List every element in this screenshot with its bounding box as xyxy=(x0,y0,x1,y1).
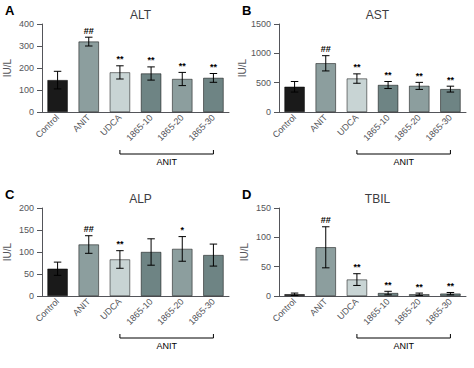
svg-text:1865-30: 1865-30 xyxy=(424,112,454,142)
svg-text:##: ## xyxy=(84,224,94,234)
svg-text:0: 0 xyxy=(29,291,34,301)
svg-text:Control: Control xyxy=(34,296,62,324)
svg-text:1865-10: 1865-10 xyxy=(361,296,391,326)
svg-text:TBIL: TBIL xyxy=(365,192,391,206)
svg-text:##: ## xyxy=(84,26,94,36)
svg-text:Control: Control xyxy=(271,112,299,140)
svg-text:1865-30: 1865-30 xyxy=(187,296,217,326)
svg-text:**: ** xyxy=(416,282,424,292)
svg-text:1865-10: 1865-10 xyxy=(124,112,154,142)
svg-text:IU/L: IU/L xyxy=(2,242,13,261)
svg-text:**: ** xyxy=(447,281,455,291)
svg-text:C: C xyxy=(5,187,15,202)
svg-text:ALT: ALT xyxy=(130,8,152,22)
svg-text:**: ** xyxy=(210,62,218,72)
svg-text:ANIT: ANIT xyxy=(393,341,414,351)
svg-text:ANIT: ANIT xyxy=(71,112,93,134)
svg-text:ANIT: ANIT xyxy=(71,296,93,318)
svg-text:**: ** xyxy=(385,280,393,290)
svg-text:150: 150 xyxy=(256,203,271,213)
svg-text:UDCA: UDCA xyxy=(98,296,123,321)
svg-text:A: A xyxy=(5,3,15,18)
svg-text:ANIT: ANIT xyxy=(156,341,177,351)
svg-text:1865-20: 1865-20 xyxy=(392,296,422,326)
svg-text:*: * xyxy=(180,225,184,235)
svg-text:1865-30: 1865-30 xyxy=(187,112,217,142)
svg-text:##: ## xyxy=(321,44,331,54)
svg-text:1865-20: 1865-20 xyxy=(155,296,185,326)
svg-text:**: ** xyxy=(385,70,393,80)
svg-text:**: ** xyxy=(148,55,156,65)
svg-text:D: D xyxy=(242,187,251,202)
svg-text:**: ** xyxy=(116,239,124,249)
svg-text:**: ** xyxy=(116,54,124,64)
svg-text:AST: AST xyxy=(366,8,390,22)
svg-text:IU/L: IU/L xyxy=(237,58,248,77)
svg-text:ANIT: ANIT xyxy=(308,112,330,134)
svg-text:200: 200 xyxy=(19,63,34,73)
svg-text:UDCA: UDCA xyxy=(335,112,360,137)
svg-text:ANIT: ANIT xyxy=(308,296,330,318)
svg-text:IU/L: IU/L xyxy=(239,242,250,261)
svg-text:**: ** xyxy=(353,62,361,72)
svg-text:400: 400 xyxy=(19,19,34,29)
svg-text:**: ** xyxy=(179,61,187,71)
svg-text:500: 500 xyxy=(256,78,271,88)
svg-text:##: ## xyxy=(321,215,331,225)
svg-text:**: ** xyxy=(353,262,361,272)
svg-text:50: 50 xyxy=(24,269,34,279)
svg-text:1865-30: 1865-30 xyxy=(424,296,454,326)
svg-text:1000: 1000 xyxy=(251,48,271,58)
svg-text:50: 50 xyxy=(261,262,271,272)
svg-text:B: B xyxy=(242,3,251,18)
svg-text:100: 100 xyxy=(19,247,34,257)
svg-text:**: ** xyxy=(416,71,424,81)
svg-text:ANIT: ANIT xyxy=(156,157,177,167)
svg-text:UDCA: UDCA xyxy=(98,112,123,137)
svg-text:ANIT: ANIT xyxy=(393,157,414,167)
svg-text:300: 300 xyxy=(19,41,34,51)
svg-text:1500: 1500 xyxy=(251,19,271,29)
svg-text:0: 0 xyxy=(266,291,271,301)
svg-text:0: 0 xyxy=(266,107,271,117)
svg-text:Control: Control xyxy=(34,112,62,140)
svg-text:Control: Control xyxy=(271,296,299,324)
svg-text:1865-10: 1865-10 xyxy=(124,296,154,326)
svg-text:IU/L: IU/L xyxy=(2,58,13,77)
svg-text:0: 0 xyxy=(29,107,34,117)
svg-text:UDCA: UDCA xyxy=(335,296,360,321)
svg-text:200: 200 xyxy=(19,203,34,213)
svg-text:1865-20: 1865-20 xyxy=(155,112,185,142)
svg-text:100: 100 xyxy=(19,85,34,95)
svg-text:1865-20: 1865-20 xyxy=(392,112,422,142)
svg-text:**: ** xyxy=(447,75,455,85)
svg-text:100: 100 xyxy=(256,232,271,242)
svg-text:150: 150 xyxy=(19,225,34,235)
svg-text:ALP: ALP xyxy=(129,192,152,206)
svg-text:1865-10: 1865-10 xyxy=(361,112,391,142)
